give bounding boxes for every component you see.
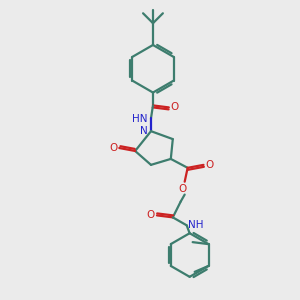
Text: HN: HN (132, 114, 148, 124)
Text: O: O (147, 210, 155, 220)
Text: NH: NH (188, 220, 203, 230)
Text: O: O (205, 160, 214, 170)
Text: O: O (171, 102, 179, 112)
Text: N: N (140, 126, 148, 136)
Text: O: O (178, 184, 187, 194)
Text: O: O (109, 143, 118, 153)
